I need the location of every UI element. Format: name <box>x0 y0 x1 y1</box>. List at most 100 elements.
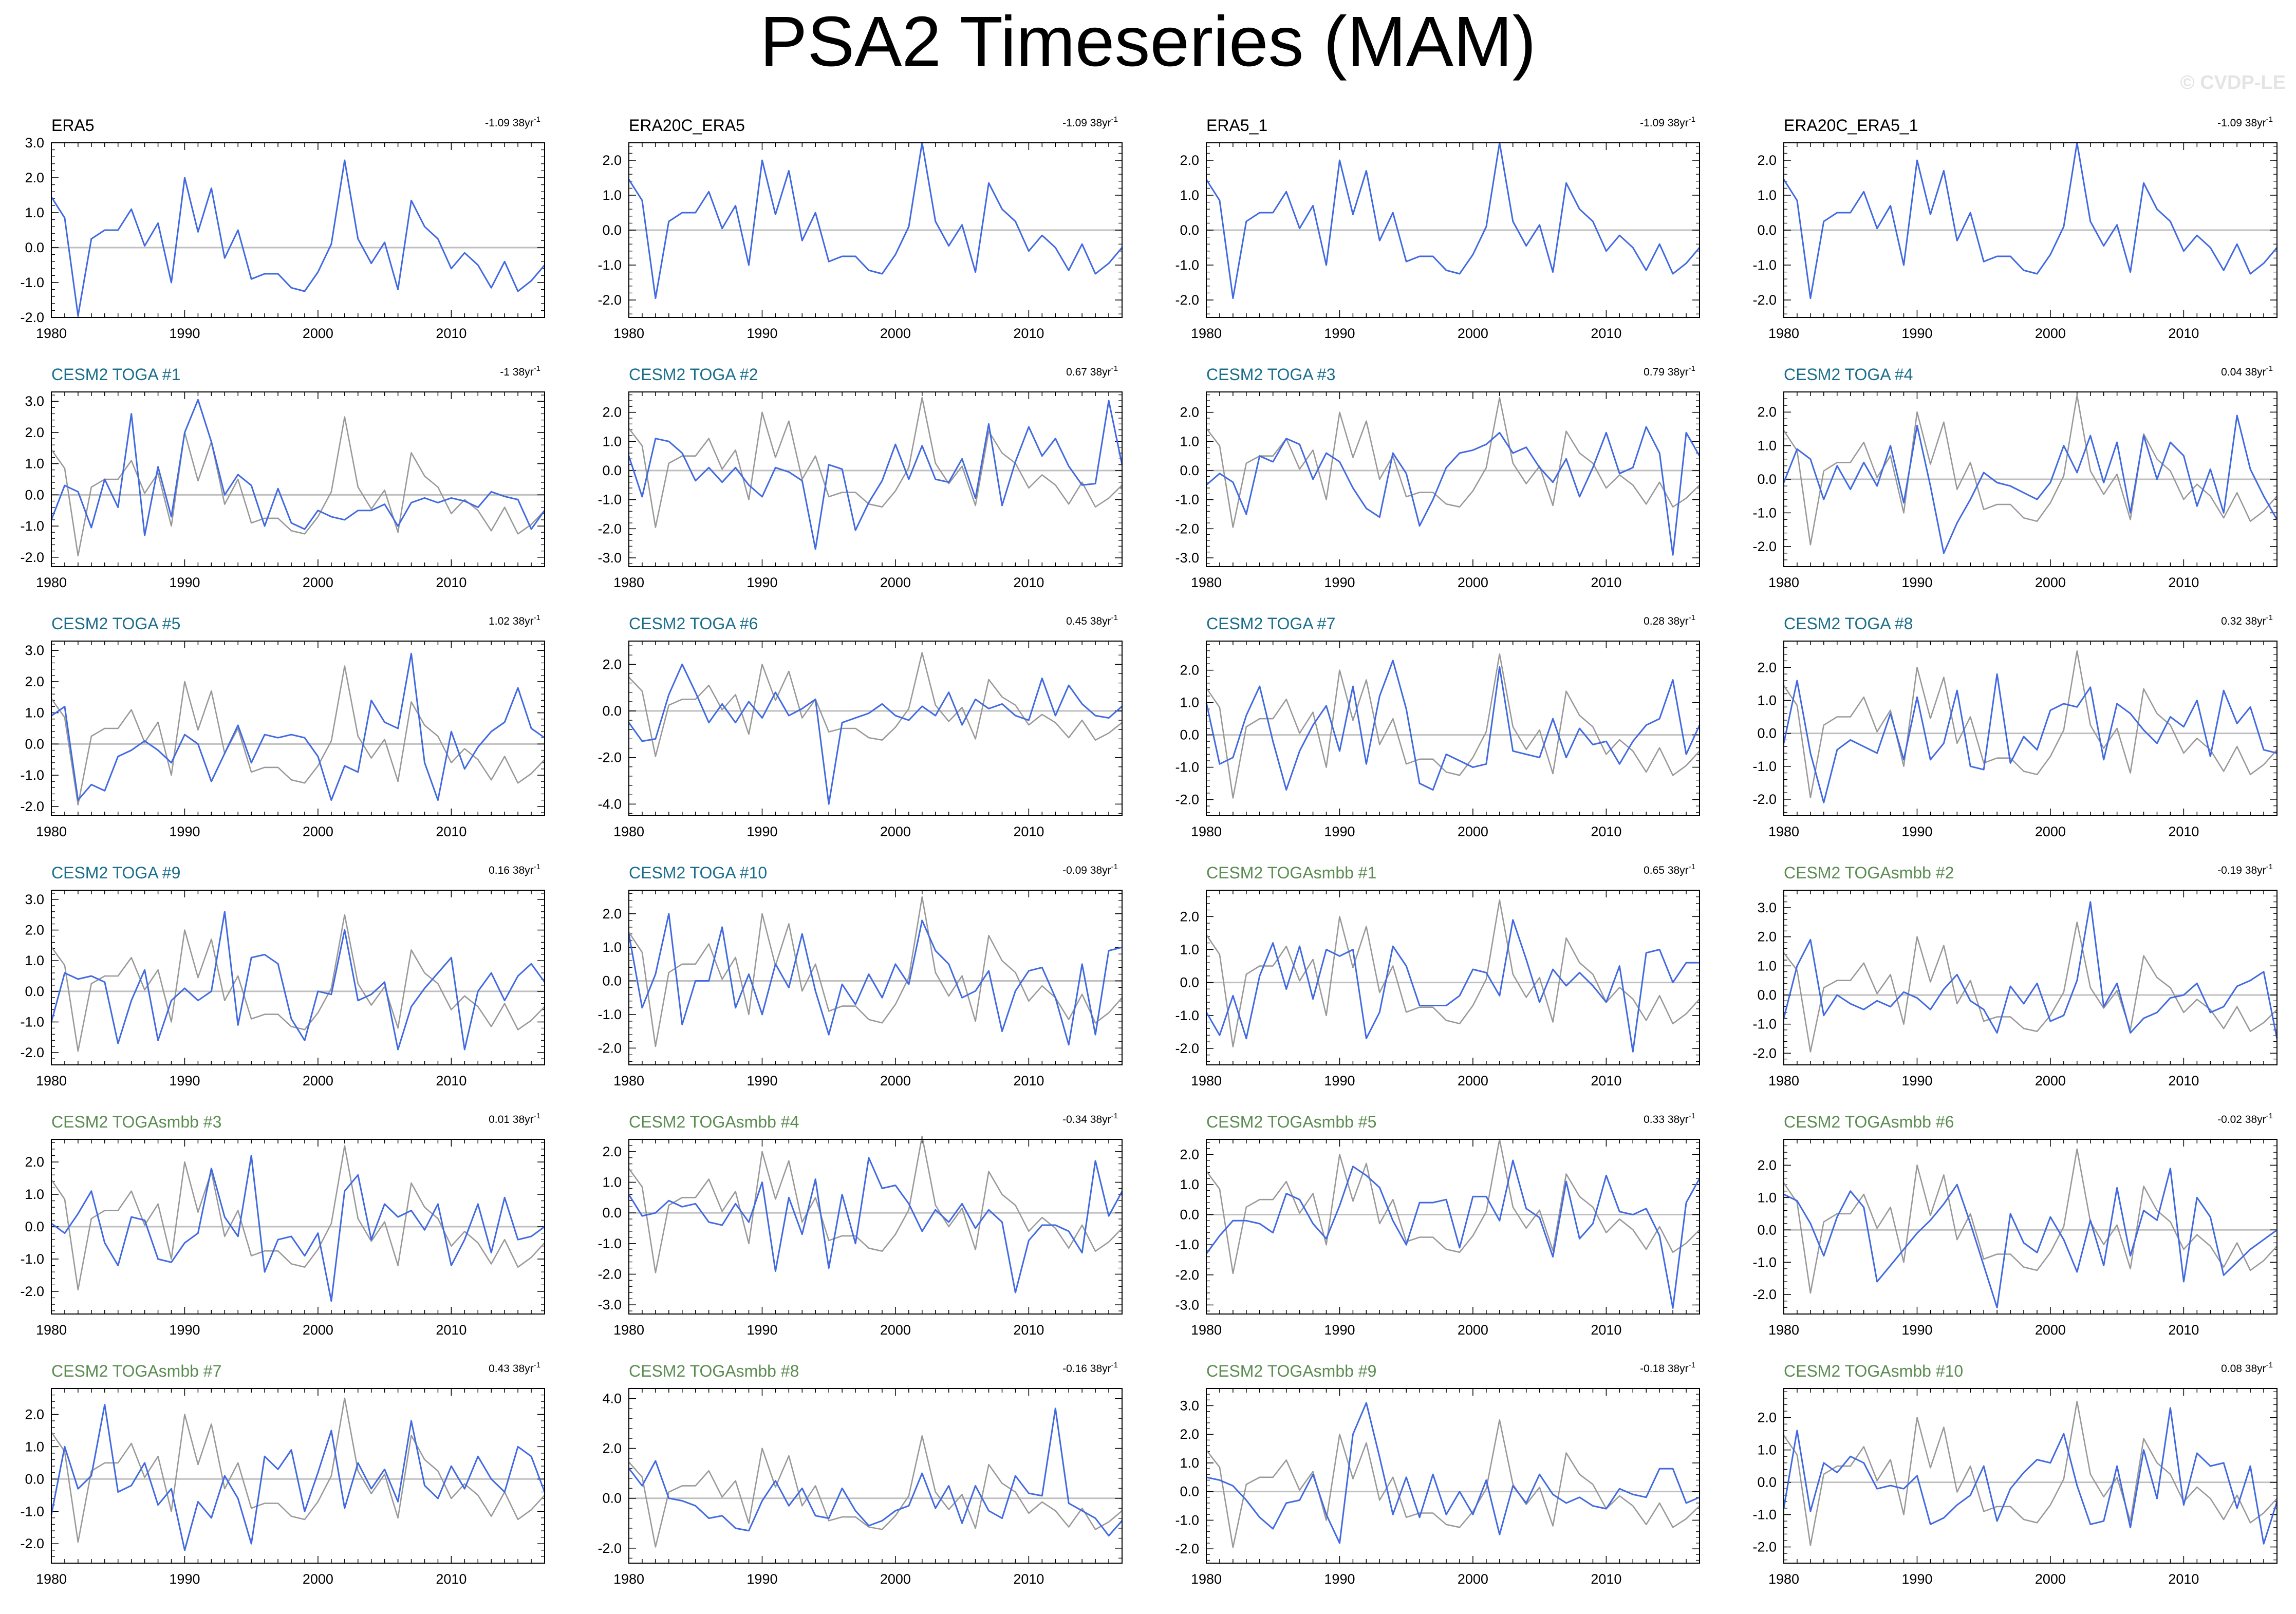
reference-series-line <box>50 665 545 806</box>
y-tick-label: -2.0 <box>598 1541 622 1556</box>
chart-panel: CESM2 TOGAsmbb #8 -0.16 38yr-1 1980 1990 200… <box>577 1348 1151 1597</box>
plot-frame <box>1783 142 2278 318</box>
y-tick-label: -1.0 <box>1175 760 1199 775</box>
trend-label: -0.09 38yr-1 <box>1062 862 1118 876</box>
x-tick-label: 2010 <box>1013 1322 1044 1338</box>
x-tick-label: 1980 <box>1191 1322 1222 1338</box>
x-tick-label: 2010 <box>2168 1073 2199 1088</box>
chart-svg: CESM2 TOGAsmbb #3 0.01 38yr-1 1980 1990 2000… <box>20 1112 545 1338</box>
chart-title: CESM2 TOGA #9 <box>51 864 180 882</box>
plot-frame <box>1206 1388 1700 1564</box>
x-tick-label: 1990 <box>169 575 200 590</box>
plot-frame <box>1783 890 2278 1065</box>
plot-frame <box>1206 391 1700 567</box>
y-tick-label: 1.0 <box>1180 695 1199 710</box>
chart-svg: CESM2 TOGAsmbb #2 -0.19 38yr-1 1980 1990 200… <box>1752 862 2278 1088</box>
x-tick-label: 2010 <box>436 575 466 590</box>
reference-series-line <box>1205 653 1700 799</box>
chart-svg: CESM2 TOGAsmbb #7 0.43 38yr-1 1980 1990 2000… <box>20 1361 546 1587</box>
x-tick-label: 1980 <box>36 326 67 341</box>
chart-title: ERA20C_ERA5_1 <box>1784 116 1918 135</box>
y-tick-label: 0.0 <box>602 703 622 719</box>
x-tick-label: 2000 <box>1458 326 1488 341</box>
reference-series-line <box>628 1435 1123 1548</box>
x-tick-label: 1980 <box>613 1322 644 1338</box>
x-tick-label: 1980 <box>613 1073 644 1088</box>
y-tick-label: -2.0 <box>20 799 44 814</box>
y-tick-label: -2.0 <box>1752 292 1777 308</box>
y-tick-label: -1.0 <box>1752 505 1777 520</box>
y-tick-label: 2.0 <box>602 1441 622 1456</box>
x-tick-label: 2000 <box>303 824 333 839</box>
reference-series-line <box>50 1145 545 1291</box>
chart-title: CESM2 TOGAsmbb #7 <box>51 1362 221 1380</box>
chart-panel: CESM2 TOGA #6 0.45 38yr-1 1980 1990 2000 2010… <box>577 601 1151 850</box>
y-tick-label: 2.0 <box>1180 1147 1199 1162</box>
series-line <box>1206 1402 1700 1544</box>
chart-panel: CESM2 TOGA #2 0.67 38yr-1 1980 1990 2000 2010… <box>577 352 1151 600</box>
chart-svg: CESM2 TOGA #4 0.04 38yr-1 1980 1990 2000 2010… <box>1752 364 2278 590</box>
trend-label: 0.79 38yr-1 <box>1644 364 1695 378</box>
y-tick-label: 2.0 <box>602 153 622 168</box>
chart-svg: CESM2 TOGAsmbb #5 0.33 38yr-1 1980 1990 2000… <box>1175 1112 1701 1338</box>
y-tick-label: 1.0 <box>1757 692 1777 708</box>
y-tick-label: -2.0 <box>598 1040 622 1056</box>
x-tick-label: 2000 <box>880 1322 911 1338</box>
x-tick-label: 2010 <box>1013 575 1044 590</box>
x-tick-label: 1990 <box>169 1322 200 1338</box>
y-tick-label: -2.0 <box>20 1284 44 1299</box>
watermark: © CVDP-LE <box>2180 72 2286 93</box>
x-tick-label: 1990 <box>746 1322 777 1338</box>
y-tick-label: -1.0 <box>1752 759 1777 774</box>
chart-panel: ERA5_1 -1.09 38yr-1 1980 1990 2000 2010 -2.0 -1… <box>1155 103 1729 351</box>
y-tick-label: 2.0 <box>1180 1427 1199 1442</box>
y-tick-label: 2.0 <box>25 1406 44 1422</box>
x-tick-label: 2000 <box>2035 824 2066 839</box>
y-tick-label: 2.0 <box>602 656 622 672</box>
chart-panel: CESM2 TOGA #8 0.32 38yr-1 1980 1990 2000 2010… <box>1732 601 2296 850</box>
plot-frame <box>51 142 545 318</box>
trend-label: 0.32 38yr-1 <box>2221 613 2273 627</box>
plot-frame <box>628 890 1123 1065</box>
y-tick-label: -2.0 <box>598 521 622 536</box>
reference-series-line <box>628 397 1123 528</box>
chart-panel: CESM2 TOGA #9 0.16 38yr-1 1980 1990 2000 2010… <box>0 850 574 1099</box>
y-tick-label: 2.0 <box>25 1154 44 1170</box>
y-tick-label: 0.0 <box>1180 222 1199 238</box>
chart-svg: ERA5 -1.09 38yr-1 1980 1990 2000 2010 -2.0 -1.0… <box>20 115 546 341</box>
chart-title: CESM2 TOGAsmbb #1 <box>1206 864 1376 882</box>
y-tick-label: -4.0 <box>598 796 622 812</box>
y-tick-label: -1.0 <box>1752 1254 1777 1270</box>
plot-frame <box>1206 142 1700 318</box>
x-tick-label: 2000 <box>303 575 333 590</box>
y-tick-label: -2.0 <box>1752 539 1777 554</box>
plot-frame <box>51 1139 545 1315</box>
plot-frame <box>51 890 545 1065</box>
series-line <box>628 663 1123 805</box>
x-tick-label: 1980 <box>36 1571 67 1587</box>
y-tick-label: -2.0 <box>1752 1287 1777 1302</box>
y-tick-label: 0.0 <box>1757 726 1777 741</box>
y-tick-label: 0.0 <box>1757 222 1777 238</box>
x-tick-label: 1980 <box>1191 1073 1222 1088</box>
y-tick-label: -1.0 <box>598 1007 622 1022</box>
chart-panel: CESM2 TOGAsmbb #10 0.08 38yr-1 1980 1990 200… <box>1732 1348 2296 1597</box>
y-tick-label: -2.0 <box>598 292 622 308</box>
reference-series-line <box>50 416 545 557</box>
trend-label: -1 38yr-1 <box>500 364 540 378</box>
chart-panel: CESM2 TOGA #3 0.79 38yr-1 1980 1990 2000 2010… <box>1155 352 1729 600</box>
y-tick-label: -2.0 <box>1175 292 1199 308</box>
y-tick-label: -1.0 <box>1175 492 1199 508</box>
chart-svg: CESM2 TOGAsmbb #9 -0.18 38yr-1 1980 1990 200… <box>1175 1361 1700 1587</box>
chart-panel: CESM2 TOGA #1 -1 38yr-1 1980 1990 2000 2010 -2… <box>0 352 574 600</box>
x-tick-label: 1990 <box>1901 1322 1932 1338</box>
x-tick-label: 2010 <box>2168 326 2199 341</box>
chart-title: CESM2 TOGA #6 <box>629 614 758 633</box>
y-tick-label: 0.0 <box>1757 472 1777 487</box>
chart-title: CESM2 TOGA #7 <box>1206 614 1335 633</box>
plot-frame <box>1783 1139 2278 1315</box>
chart-title: CESM2 TOGAsmbb #10 <box>1784 1362 1963 1380</box>
x-tick-label: 2000 <box>303 326 333 341</box>
chart-title: CESM2 TOGAsmbb #6 <box>1784 1113 1954 1131</box>
plot-frame <box>51 641 545 816</box>
